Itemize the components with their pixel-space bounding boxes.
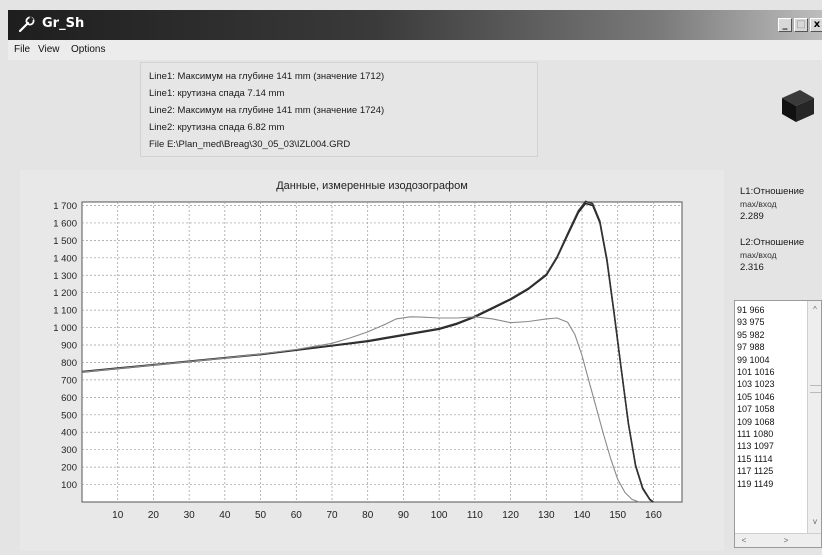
list-item[interactable]: 119 1149 bbox=[737, 478, 774, 489]
info-line-1: Line1: Максимум на глубине 141 mm (значе… bbox=[149, 71, 385, 82]
x-tick-label: 20 bbox=[148, 510, 160, 521]
info-file-path: File E:\Plan_med\Breag\30_05_03\IZL004.G… bbox=[149, 139, 351, 150]
y-tick-label: 1 700 bbox=[53, 201, 77, 212]
menu-view[interactable]: View bbox=[38, 44, 60, 55]
y-tick-label: 1 500 bbox=[53, 236, 77, 247]
y-tick-label: 1 100 bbox=[53, 306, 77, 317]
minimize-button[interactable]: _ bbox=[778, 18, 792, 32]
list-item[interactable]: 113 1097 bbox=[737, 441, 774, 452]
info-line-4: Line2: крутизна спада 6.82 mm bbox=[149, 122, 285, 133]
list-item[interactable]: 103 1023 bbox=[737, 379, 775, 390]
close-button[interactable]: x bbox=[810, 18, 822, 32]
y-tick-label: 1 300 bbox=[53, 271, 77, 282]
y-tick-label: 300 bbox=[61, 445, 77, 456]
window-title: Gr_Sh bbox=[42, 16, 85, 31]
ratio-1-label: L1:Отношение bbox=[740, 186, 805, 197]
x-tick-label: 30 bbox=[184, 510, 196, 521]
list-item[interactable]: 93 975 bbox=[737, 317, 765, 328]
x-tick-label: 150 bbox=[609, 510, 626, 521]
x-tick-label: 60 bbox=[291, 510, 303, 521]
y-tick-label: 1 200 bbox=[53, 288, 77, 299]
y-tick-label: 1 600 bbox=[53, 218, 77, 229]
menu-file[interactable]: File bbox=[14, 44, 31, 55]
y-tick-label: 900 bbox=[61, 341, 77, 352]
x-tick-label: 100 bbox=[431, 510, 448, 521]
chart-title: Данные, измеренные изодозографом bbox=[276, 180, 468, 192]
list-item[interactable]: 109 1068 bbox=[737, 416, 775, 427]
ratio-2-value: 2.316 bbox=[740, 262, 764, 273]
x-tick-label: 50 bbox=[255, 510, 267, 521]
plot-area bbox=[81, 201, 683, 503]
y-tick-label: 800 bbox=[61, 358, 77, 369]
x-tick-label: 90 bbox=[398, 510, 410, 521]
ratio-panel: L1:Отношение max/вход 2.289 L2:Отношение… bbox=[734, 170, 822, 288]
x-tick-label: 40 bbox=[219, 510, 231, 521]
menu-options[interactable]: Options bbox=[71, 44, 106, 55]
scroll-up-icon[interactable]: ^ bbox=[813, 305, 817, 314]
scroll-down-icon[interactable]: v bbox=[813, 517, 817, 526]
ratio-1-sub: max/вход bbox=[740, 199, 777, 209]
x-tick-label: 80 bbox=[362, 510, 374, 521]
x-tick-label: 160 bbox=[645, 510, 662, 521]
scroll-left-icon[interactable]: < bbox=[741, 536, 747, 545]
y-tick-label: 1 400 bbox=[53, 253, 77, 264]
maximize-button[interactable]: □ bbox=[794, 18, 808, 32]
list-item[interactable]: 101 1016 bbox=[737, 367, 775, 377]
vertical-scrollbar[interactable]: ^ v bbox=[807, 301, 821, 533]
chart-panel: Данные, измеренные изодозографом 10 20 30 4… bbox=[20, 170, 724, 551]
ratio-1-value: 2.289 bbox=[740, 211, 764, 222]
list-item[interactable]: 117 1125 bbox=[737, 466, 774, 477]
info-panel: Line1: Максимум на глубине 141 mm (значе… bbox=[140, 62, 538, 157]
menu-bar: File View Options bbox=[8, 40, 822, 60]
x-tick-label: 10 bbox=[112, 510, 124, 521]
list-item[interactable]: 91 966 bbox=[737, 305, 765, 315]
x-tick-label: 140 bbox=[574, 510, 591, 521]
y-tick-label: 400 bbox=[61, 428, 77, 439]
y-tick-label: 100 bbox=[61, 480, 77, 491]
x-tick-label: 130 bbox=[538, 510, 555, 521]
y-tick-label: 1 000 bbox=[53, 323, 77, 334]
list-item[interactable]: 107 1058 bbox=[737, 404, 775, 415]
info-line-3: Line2: Максимум на глубине 141 mm (значе… bbox=[149, 105, 385, 116]
list-item[interactable]: 99 1004 bbox=[737, 354, 770, 365]
data-listbox[interactable]: 91 966 93 975 95 982 97 988 99 1004 101 1016 1… bbox=[734, 300, 822, 548]
info-line-2: Line1: крутизна спада 7.14 mm bbox=[149, 88, 285, 99]
ratio-2-sub: max/вход bbox=[740, 250, 777, 260]
list-item[interactable]: 97 988 bbox=[737, 342, 765, 353]
list-item[interactable]: 95 982 bbox=[737, 329, 765, 340]
horizontal-scrollbar[interactable]: < > bbox=[735, 533, 821, 547]
ratio-2-label: L2:Отношение bbox=[740, 237, 805, 248]
x-tick-label: 110 bbox=[467, 510, 483, 521]
y-tick-label: 600 bbox=[61, 393, 77, 404]
dose-chart: 10 20 30 40 50 60 70 80 90 100 110 120 130 140 150 160 1… bbox=[53, 200, 683, 521]
y-tick-label: 500 bbox=[61, 410, 77, 421]
list-item[interactable]: 115 1114 bbox=[737, 453, 773, 464]
title-bar[interactable]: Gr_Sh _ □ x bbox=[8, 10, 822, 40]
x-tick-label: 70 bbox=[326, 510, 338, 521]
x-tick-label: 120 bbox=[502, 510, 519, 521]
wrench-icon bbox=[18, 16, 35, 33]
y-tick-label: 700 bbox=[61, 375, 77, 386]
y-tick-label: 200 bbox=[61, 463, 77, 474]
cube-icon bbox=[782, 90, 814, 122]
scroll-right-icon[interactable]: > bbox=[783, 536, 789, 545]
list-item[interactable]: 111 1080 bbox=[737, 429, 774, 439]
list-item[interactable]: 105 1046 bbox=[737, 391, 775, 402]
series-line-3 bbox=[81, 316, 640, 503]
scroll-thumb[interactable] bbox=[810, 385, 821, 393]
